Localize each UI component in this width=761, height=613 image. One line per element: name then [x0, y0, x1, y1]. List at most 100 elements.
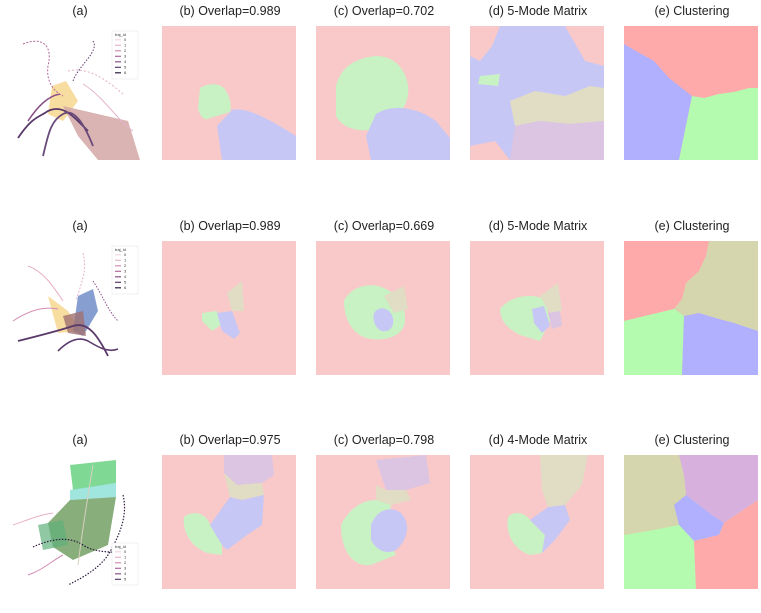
legend-label: 4 [124, 274, 127, 279]
legend-label: 5 [124, 577, 127, 582]
mode-map-svg [162, 455, 296, 589]
region-green [500, 296, 550, 341]
region-blue [217, 311, 240, 339]
overlap-map-b [162, 455, 296, 589]
intersection-polygon-a [70, 460, 116, 490]
panel-title-d: (d) 5-Mode Matrix [488, 4, 588, 18]
legend-label: 2 [124, 560, 127, 565]
cluster-blue [682, 313, 758, 375]
mode-map-svg [162, 26, 296, 160]
trajectory-line [12, 512, 54, 526]
legend-label: 1 [124, 258, 127, 263]
region-tan [376, 485, 411, 505]
mode-map-svg [316, 26, 450, 160]
mode-map-svg [316, 455, 450, 589]
trajectory-line [17, 324, 109, 357]
cluster-purple [679, 455, 758, 523]
legend-label: 3 [124, 269, 127, 274]
region-tan [510, 86, 604, 126]
trajectory-line [57, 338, 119, 352]
panel-title-c: (c) Overlap=0.798 [333, 433, 435, 447]
trajectory-line [27, 554, 64, 576]
panel-title-b: (b) Overlap=0.989 [179, 4, 281, 18]
region-mauve [510, 121, 604, 160]
region-mauve [548, 311, 562, 329]
legend-label: 1 [124, 43, 127, 48]
region-blue [210, 495, 264, 550]
region-green [198, 84, 231, 120]
figure-row-3: (a) (b) Overlap=0.975 (c) Overlap=0.798 … [0, 433, 761, 613]
clustering-svg [624, 26, 758, 160]
mode-map-svg [470, 241, 604, 375]
region-blue [366, 107, 450, 160]
region-pink [470, 26, 500, 61]
trajectory-line [22, 40, 64, 97]
region-mauve [224, 455, 274, 485]
mode-map-svg [470, 26, 604, 160]
clustering-e [624, 241, 758, 375]
legend-label: 0 [124, 252, 127, 257]
panel-title-b: (b) Overlap=0.989 [179, 219, 281, 233]
legend-label: 6 [124, 285, 127, 290]
region-pink [565, 26, 604, 66]
overlap-map-c [316, 455, 450, 589]
intersection-polygon-c [63, 311, 86, 336]
trajectory-line [92, 280, 119, 322]
figure-row-1: (a) (b) Overlap=0.989 (c) Overlap=0.702 … [0, 4, 761, 184]
panel-title-e: (e) Clustering [654, 219, 730, 233]
legend-label: 5 [124, 280, 127, 285]
panel-title-c: (c) Overlap=0.702 [333, 4, 435, 18]
legend-label: 5 [124, 65, 127, 70]
legend-title: traj_id [115, 544, 126, 549]
legend-label: 1 [124, 555, 127, 560]
trajectory-line [32, 538, 134, 556]
panel-title-b: (b) Overlap=0.975 [179, 433, 281, 447]
region-green [507, 513, 545, 555]
legend-label: 3 [124, 566, 127, 571]
trajectory-line [67, 494, 126, 586]
panel-title-a: (a) [72, 4, 88, 18]
cluster-red [624, 241, 709, 321]
background-region-pink [162, 241, 296, 375]
trajectory-line [75, 252, 86, 302]
region-blue [532, 306, 550, 333]
cluster-green [624, 309, 684, 375]
region-blue [530, 505, 570, 553]
cluster-red [694, 500, 758, 589]
panel-title-e: (e) Clustering [654, 4, 730, 18]
region-tan [540, 283, 562, 313]
legend-label: 4 [124, 59, 127, 64]
panel-title-a: (a) [72, 433, 88, 447]
clustering-e [624, 26, 758, 160]
trajectory-line [77, 464, 94, 566]
trajectory-line [27, 265, 64, 302]
panel-title-c: (c) Overlap=0.669 [333, 219, 435, 233]
cluster-green [624, 525, 696, 589]
trajectory-line [72, 40, 95, 82]
legend-label: 0 [124, 37, 127, 42]
cluster-green [679, 88, 758, 160]
panel-title-d: (d) 5-Mode Matrix [488, 219, 588, 233]
region-mauve [376, 455, 430, 490]
mode-map-svg [470, 455, 604, 589]
trajectory-line [82, 83, 134, 132]
legend-title: traj_id [115, 32, 126, 37]
region-blue [217, 109, 296, 160]
figure-row-2: (a) (b) Overlap=0.989 (c) Overlap=0.669 … [0, 219, 761, 399]
clustering-svg [624, 241, 758, 375]
region-blue [371, 509, 408, 552]
trajectory-line [17, 108, 89, 139]
mode-map-svg [316, 241, 450, 375]
legend-label: 3 [124, 54, 127, 59]
trajectory-line [42, 111, 94, 157]
region-green [478, 74, 500, 86]
overlap-map-b [162, 26, 296, 160]
